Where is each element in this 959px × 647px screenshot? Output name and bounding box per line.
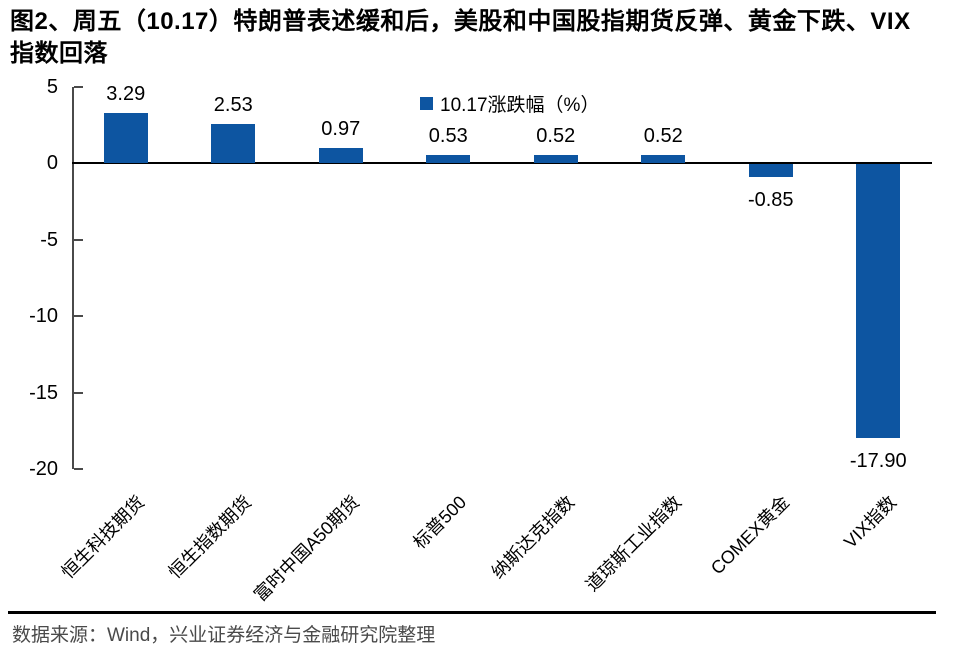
y-axis-tick-label: -5 (40, 228, 58, 251)
bar (318, 148, 363, 163)
footer-divider (8, 611, 936, 614)
bar-value-label: -0.85 (747, 189, 794, 211)
bar (641, 155, 686, 163)
y-axis-tick (74, 391, 83, 394)
x-axis-category-label: 富时中国A50期货 (249, 492, 363, 606)
y-axis-tick (74, 85, 83, 88)
x-axis-category-label: 道琼斯工业指数 (582, 492, 686, 596)
bar-value-label: -17.90 (849, 449, 907, 472)
x-axis-category-label: 纳斯达克指数 (487, 492, 578, 583)
bar-value-label: 3.29 (106, 82, 146, 105)
y-axis-tick (74, 315, 83, 317)
y-axis-tick (74, 468, 83, 470)
data-source: 数据来源：Wind，兴业证券经济与金融研究院整理 (12, 625, 436, 646)
y-axis-tick (74, 238, 83, 241)
bar-value-label: 0.97 (321, 118, 361, 141)
x-axis-category-label: VIX指数 (840, 492, 901, 553)
bar-value-label: 0.53 (428, 124, 468, 147)
x-axis-line (72, 162, 932, 164)
bar (533, 155, 578, 163)
x-axis-category-label: 恒生指数期货 (164, 492, 256, 583)
bar (856, 164, 901, 438)
y-axis-tick-label: -10 (29, 305, 58, 327)
y-axis-tick-label: 0 (46, 152, 58, 174)
x-axis-category-label: 恒生科技期货 (57, 492, 148, 583)
chart-legend: 10.17涨跌幅（%） (420, 90, 599, 117)
figure-title: 图2、周五（10.17）特朗普表述缓和后，美股和中国股指期货反弹、黄金下跌、VI… (10, 8, 911, 67)
x-axis-category-label: COMEX黄金 (706, 492, 793, 579)
y-axis-tick-label: -20 (29, 458, 58, 480)
x-axis-category-label: 标普500 (409, 492, 471, 553)
bar-value-label: 0.52 (536, 125, 576, 148)
y-axis-line (72, 86, 74, 469)
bar (211, 124, 256, 163)
y-axis-tick-label: 5 (46, 75, 58, 98)
y-axis-tick-label: -15 (29, 381, 58, 404)
legend-label: 10.17涨跌幅（%） (440, 95, 600, 116)
bar (103, 112, 148, 163)
bar-value-label: 2.53 (213, 94, 253, 117)
bar-value-label: 0.52 (643, 125, 683, 148)
bar (426, 154, 471, 163)
bar (748, 164, 793, 177)
legend-swatch-icon (420, 97, 433, 110)
